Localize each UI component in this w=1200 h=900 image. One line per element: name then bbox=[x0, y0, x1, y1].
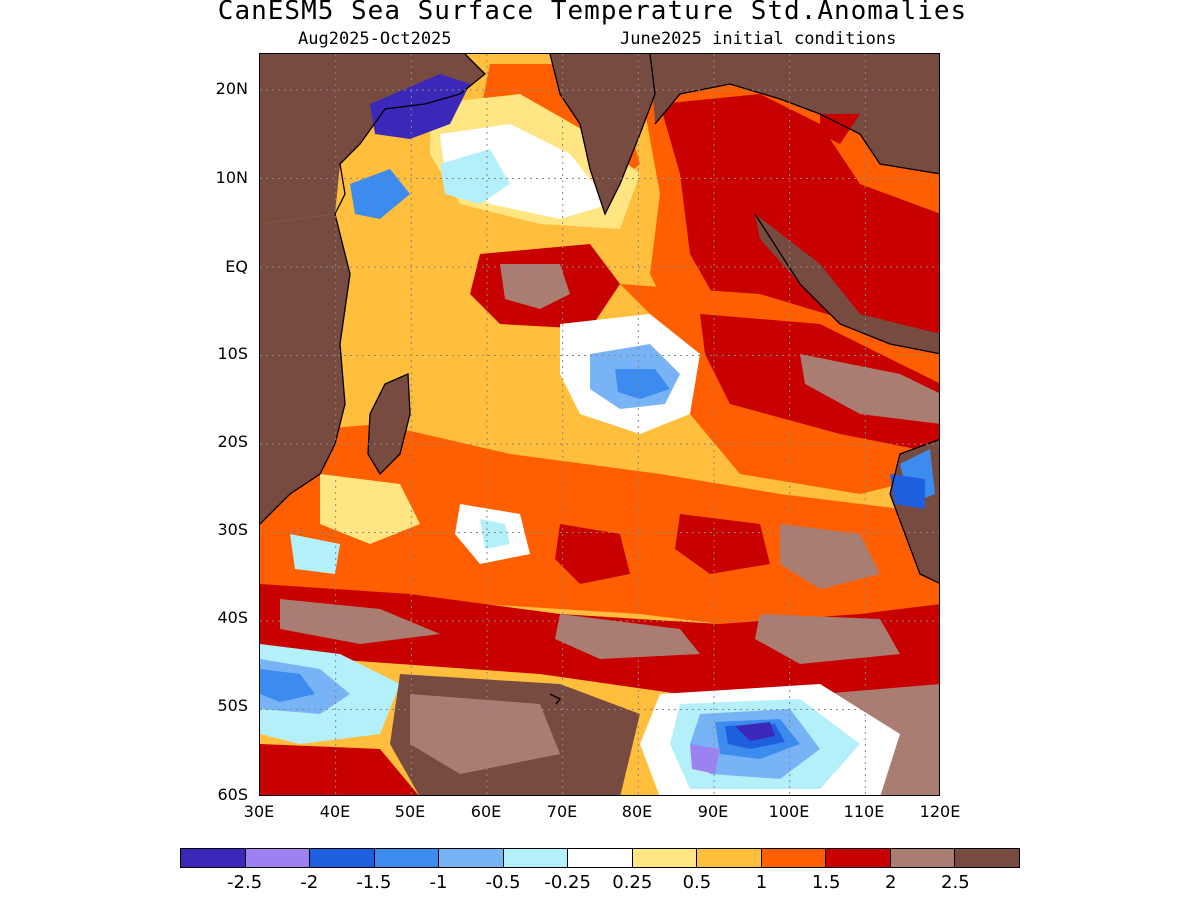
land-madagascar bbox=[368, 374, 410, 474]
cool-region bbox=[440, 149, 510, 204]
colorbar-label: 1.5 bbox=[811, 872, 841, 893]
warm-region bbox=[820, 114, 860, 144]
colorbar-swatch bbox=[503, 849, 569, 867]
colorbar-label: 0.5 bbox=[682, 872, 712, 893]
coast-africa bbox=[260, 54, 486, 525]
cool-region bbox=[890, 474, 925, 509]
chart-subtitle-period: Aug2025-Oct2025 bbox=[298, 29, 452, 49]
colorbar-swatch bbox=[310, 849, 375, 867]
coast-sumatra bbox=[754, 213, 939, 355]
warm-region bbox=[260, 424, 939, 634]
lon-label-100e: 100E bbox=[768, 802, 810, 821]
chart-subtitle-initial-conditions: June2025 initial conditions bbox=[620, 29, 897, 49]
lon-label-30e: 30E bbox=[243, 802, 275, 821]
warm-region bbox=[555, 524, 630, 584]
colorbar-label: -0.5 bbox=[485, 872, 521, 893]
colorbar-swatch bbox=[697, 849, 762, 867]
colorbar-label: -1.5 bbox=[356, 872, 392, 893]
cool-region bbox=[290, 534, 340, 574]
cool-region bbox=[260, 669, 315, 702]
colorbar-swatch bbox=[761, 849, 827, 867]
colorbar-swatch bbox=[826, 849, 891, 867]
lon-label-110e: 110E bbox=[843, 802, 885, 821]
extreme-warm-region bbox=[780, 524, 880, 589]
cool-region bbox=[735, 722, 775, 741]
colorbar-label: 0.25 bbox=[612, 872, 653, 893]
chart-title: CanESM5 Sea Surface Temperature Std.Anom… bbox=[217, 0, 968, 26]
extreme-warm-region bbox=[500, 264, 570, 309]
extreme-warm-region bbox=[280, 599, 440, 644]
extreme-warm-region bbox=[410, 694, 560, 774]
neutral-region bbox=[320, 474, 420, 544]
colorbar-label: 2.5 bbox=[941, 872, 970, 893]
coast-kerguelen bbox=[549, 693, 562, 705]
colorbar-label: -2.5 bbox=[227, 872, 263, 893]
colorbar-swatch bbox=[439, 849, 504, 867]
colorbar-swatch bbox=[181, 849, 246, 867]
warm-region bbox=[260, 744, 419, 795]
colorbar-swatch bbox=[890, 849, 956, 867]
cool-region bbox=[690, 744, 720, 774]
lat-label-10n: 10N bbox=[215, 168, 248, 187]
lon-label-90e: 90E bbox=[697, 802, 729, 821]
lon-label-40e: 40E bbox=[319, 802, 351, 821]
warm-region bbox=[675, 514, 770, 574]
lat-label-40s: 40S bbox=[217, 608, 248, 627]
colorbar-swatch bbox=[374, 849, 440, 867]
colorbar-swatch bbox=[245, 849, 311, 867]
lat-label-60s: 60S bbox=[217, 785, 248, 804]
lon-label-60e: 60E bbox=[470, 802, 502, 821]
lon-label-120e: 120E bbox=[919, 802, 961, 821]
lat-label-20s: 20S bbox=[217, 432, 248, 451]
extreme-warm-region bbox=[755, 614, 900, 664]
lat-label-eq: EQ bbox=[225, 257, 248, 276]
lat-label-20n: 20N bbox=[215, 79, 248, 98]
colorbar-label: -0.25 bbox=[544, 872, 591, 893]
land-sumatra-java bbox=[755, 214, 939, 354]
lat-label-10s: 10S bbox=[217, 344, 248, 363]
coast-madagascar bbox=[367, 373, 411, 476]
lon-label-70e: 70E bbox=[546, 802, 578, 821]
colorbar-label: -2 bbox=[300, 872, 319, 893]
colorbar-swatch bbox=[568, 849, 633, 867]
colorbar-swatch bbox=[632, 849, 698, 867]
lat-label-50s: 50S bbox=[217, 696, 248, 715]
coast-australia bbox=[889, 439, 939, 584]
cool-region bbox=[615, 369, 670, 399]
lat-label-30s: 30S bbox=[217, 520, 248, 539]
extreme-warm-region bbox=[555, 614, 700, 659]
lon-label-50e: 50E bbox=[394, 802, 426, 821]
colorbar-label: 1 bbox=[755, 872, 768, 893]
colorbar-label: 2 bbox=[885, 872, 897, 893]
colorbar-swatch bbox=[955, 849, 1019, 867]
cool-region bbox=[350, 169, 410, 219]
cool-region bbox=[370, 74, 470, 139]
extreme-warm-region bbox=[800, 354, 939, 424]
colorbar-label: -1 bbox=[429, 872, 448, 893]
warm-region bbox=[660, 94, 939, 354]
colorbar bbox=[180, 848, 1020, 868]
coastlines bbox=[260, 54, 939, 705]
grid-lines bbox=[260, 54, 939, 795]
land-africa bbox=[260, 214, 350, 524]
land-india bbox=[550, 54, 655, 214]
sst-anomaly-map bbox=[259, 53, 940, 796]
coast-asia bbox=[654, 83, 939, 175]
map-canvas bbox=[260, 54, 939, 795]
coast-india bbox=[549, 54, 656, 216]
lon-label-80e: 80E bbox=[621, 802, 653, 821]
